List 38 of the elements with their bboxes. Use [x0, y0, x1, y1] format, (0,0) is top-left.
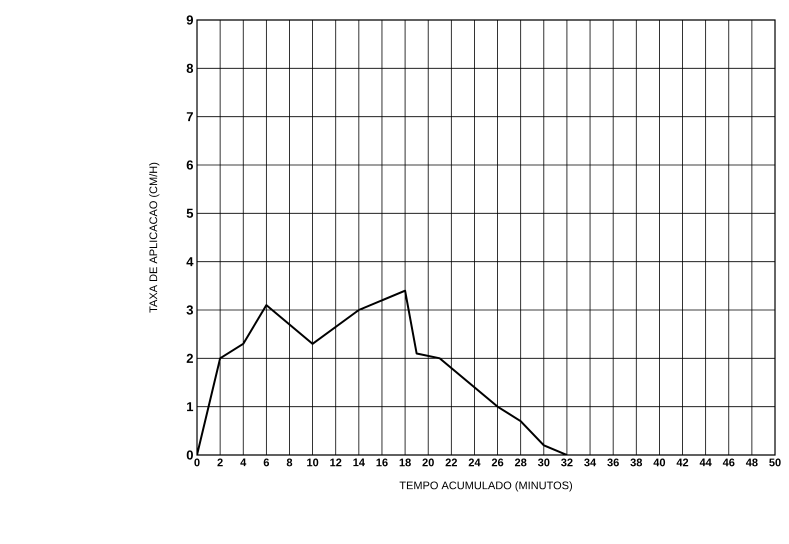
x-tick-label: 6 [264, 458, 270, 466]
x-tick-label: 8 [286, 458, 292, 466]
x-tick-label: 2 [217, 458, 223, 466]
x-tick-label: 44 [700, 458, 712, 466]
y-tick-label: 4 [186, 257, 194, 266]
x-tick-label: 38 [630, 458, 642, 466]
x-tick-label: 0 [194, 458, 200, 466]
x-tick-label: 4 [240, 458, 246, 466]
x-tick-label: 10 [307, 458, 318, 466]
x-tick-label: 22 [446, 458, 457, 466]
y-tick-label: 8 [186, 64, 194, 73]
y-tick-label: 7 [186, 112, 193, 122]
x-tick-label: 24 [468, 458, 480, 466]
y-tick-label: 3 [186, 305, 193, 315]
x-axis-title: TEMPO ACUMULADO (MINUTOS) [400, 481, 572, 492]
y-tick-label: 5 [186, 208, 194, 218]
y-tick-label: 0 [186, 450, 193, 460]
x-tick-label: 14 [353, 458, 365, 466]
x-tick-label: 30 [538, 458, 550, 466]
x-tick-label: 50 [769, 458, 781, 466]
x-tick-label: 42 [676, 458, 688, 466]
x-tick-label: 32 [561, 458, 573, 466]
y-tick-label: 6 [186, 160, 193, 170]
x-tick-label: 18 [400, 458, 411, 466]
x-tick-label: 46 [722, 458, 734, 466]
x-tick-label: 48 [746, 458, 758, 466]
y-tick-label: 2 [186, 354, 193, 363]
x-tick-label: 16 [376, 458, 388, 466]
x-tick-label: 40 [653, 458, 666, 466]
x-tick-label: 36 [607, 458, 619, 466]
y-axis-title: TAXA DE APLICACAO (CM/H) [149, 162, 160, 313]
x-tick-label: 28 [514, 458, 526, 466]
x-tick-label: 34 [584, 458, 596, 466]
x-tick-label: 20 [422, 458, 434, 466]
y-tick-label: 9 [186, 15, 193, 25]
x-tick-label: 26 [492, 458, 504, 466]
x-tick-label: 12 [330, 458, 342, 466]
y-tick-label: 1 [187, 402, 194, 412]
